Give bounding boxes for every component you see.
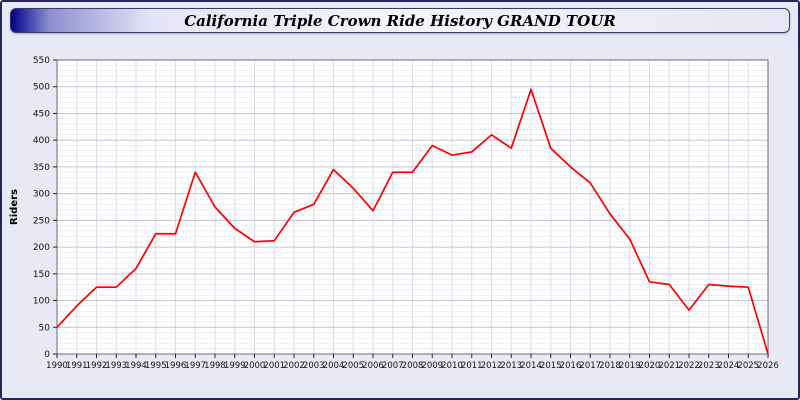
svg-text:1992: 1992 xyxy=(86,361,108,371)
svg-text:2004: 2004 xyxy=(323,361,345,371)
svg-text:2025: 2025 xyxy=(737,361,759,371)
svg-text:400: 400 xyxy=(33,136,50,146)
svg-text:1998: 1998 xyxy=(204,361,226,371)
svg-text:2023: 2023 xyxy=(698,361,720,371)
riders-line-chart: 0501001502002503003504004505005501990199… xyxy=(9,56,779,371)
svg-text:500: 500 xyxy=(33,83,50,93)
svg-text:1990: 1990 xyxy=(46,361,68,371)
svg-text:2026: 2026 xyxy=(757,361,779,371)
svg-text:2008: 2008 xyxy=(402,361,424,371)
svg-text:2006: 2006 xyxy=(362,361,384,371)
svg-text:450: 450 xyxy=(33,109,50,119)
svg-text:2019: 2019 xyxy=(619,361,641,371)
svg-text:2024: 2024 xyxy=(718,361,740,371)
svg-text:2014: 2014 xyxy=(520,361,542,371)
svg-text:2020: 2020 xyxy=(639,361,661,371)
svg-text:2016: 2016 xyxy=(560,361,582,371)
svg-text:1995: 1995 xyxy=(145,361,167,371)
svg-text:0: 0 xyxy=(44,350,50,360)
svg-text:2010: 2010 xyxy=(441,361,463,371)
svg-text:2011: 2011 xyxy=(461,361,483,371)
chart-area: 0 50 100 150 200 250 300 350 400 450 500 550 1990 199… xyxy=(4,38,798,398)
svg-text:2022: 2022 xyxy=(678,361,700,371)
svg-text:1991: 1991 xyxy=(66,361,88,371)
svg-text:1997: 1997 xyxy=(184,361,206,371)
svg-text:Riders: Riders xyxy=(9,189,20,225)
svg-text:2000: 2000 xyxy=(244,361,266,371)
svg-text:2017: 2017 xyxy=(579,361,601,371)
svg-text:2009: 2009 xyxy=(421,361,443,371)
svg-text:150: 150 xyxy=(33,270,50,280)
svg-text:2001: 2001 xyxy=(263,361,285,371)
chart-header: California Triple Crown Ride History GRA… xyxy=(10,8,790,33)
chart-title: California Triple Crown Ride History GRA… xyxy=(184,11,616,30)
svg-text:1999: 1999 xyxy=(224,361,246,371)
svg-text:50: 50 xyxy=(39,323,51,333)
svg-text:250: 250 xyxy=(33,216,50,226)
svg-text:1996: 1996 xyxy=(165,361,187,371)
svg-text:1994: 1994 xyxy=(125,361,147,371)
svg-text:2007: 2007 xyxy=(382,361,404,371)
svg-text:2021: 2021 xyxy=(658,361,680,371)
svg-text:2005: 2005 xyxy=(342,361,364,371)
svg-text:350: 350 xyxy=(33,163,50,173)
svg-text:200: 200 xyxy=(33,243,50,253)
svg-text:300: 300 xyxy=(33,190,50,200)
svg-text:100: 100 xyxy=(33,297,50,307)
svg-text:2002: 2002 xyxy=(283,361,305,371)
svg-text:550: 550 xyxy=(33,56,50,66)
svg-text:2015: 2015 xyxy=(540,361,562,371)
svg-text:2012: 2012 xyxy=(481,361,503,371)
svg-text:2003: 2003 xyxy=(303,361,325,371)
svg-text:1993: 1993 xyxy=(105,361,127,371)
svg-text:2018: 2018 xyxy=(599,361,621,371)
svg-text:2013: 2013 xyxy=(500,361,522,371)
